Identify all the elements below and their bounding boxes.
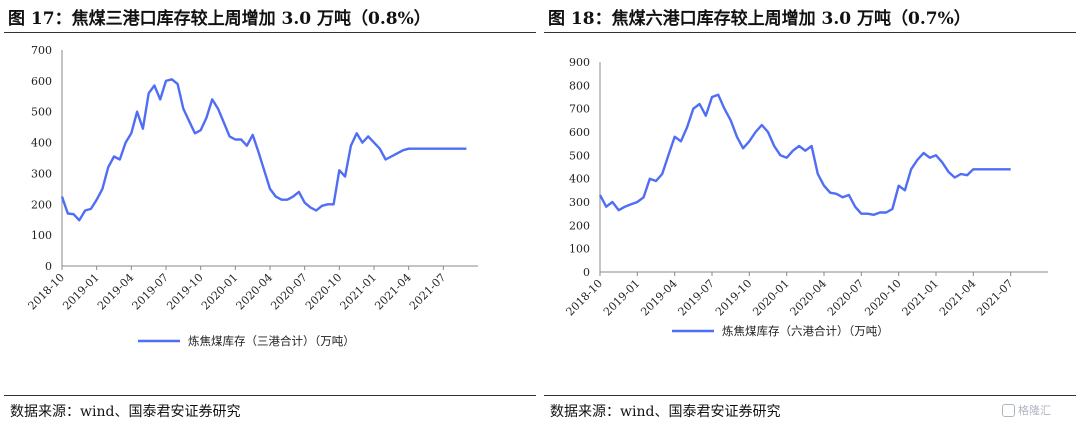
series-line-right (598, 93, 1011, 217)
title-divider-left (4, 32, 536, 33)
x-tick-label-left: 2021-07 (407, 271, 449, 313)
x-tick-label-right: 2020-01 (750, 277, 792, 319)
x-tick-label-left: 2018-10 (26, 271, 68, 313)
x-tick-label-left: 2019-07 (130, 271, 172, 313)
watermark: 格隆汇 (1002, 401, 1072, 419)
y-tick-label-left: 300 (31, 167, 52, 180)
x-tick-label-right: 2020-10 (862, 277, 904, 319)
x-tick-label-left: 2019-10 (164, 271, 206, 313)
y-tick-label-right: 800 (569, 79, 590, 92)
y-tick-label-right: 400 (569, 173, 590, 186)
y-tick-label-right: 100 (569, 243, 590, 256)
x-tick-label-left: 2020-07 (268, 271, 310, 313)
x-tick-label-left: 2020-04 (234, 271, 276, 313)
y-tick-label-right: 500 (569, 149, 590, 162)
legend-label-left: 炼焦煤库存（三港合计）（万吨） (188, 334, 355, 348)
y-tick-label-left: 500 (31, 106, 52, 119)
y-tick-label-right: 600 (569, 126, 590, 139)
x-tick-label-right: 2020-04 (788, 277, 830, 319)
watermark-text: 格隆汇 (1018, 404, 1051, 417)
title-divider-right (544, 32, 1076, 33)
chart-title-left: 图 17：焦煤三港口库存较上周增加 3.0 万吨（0.8%） (8, 9, 431, 29)
y-tick-label-left: 700 (31, 44, 52, 57)
x-tick-label-left: 2021-01 (338, 271, 380, 313)
x-tick-label-left: 2019-04 (95, 271, 137, 313)
source-divider-left (4, 395, 536, 396)
y-tick-label-left: 200 (31, 198, 52, 211)
y-tick-label-right: 0 (583, 266, 590, 279)
source-note-right: 数据来源：wind、国泰君安证券研究 (550, 404, 781, 420)
y-tick-label-left: 400 (31, 137, 52, 150)
chart-right: 01002003004005006007008009002018-102019-… (564, 56, 1048, 338)
series-line-left (60, 78, 467, 222)
chart-left: 01002003004005006007002018-102019-012019… (26, 44, 478, 348)
chart-title-right: 图 18：焦煤六港口库存较上周增加 3.0 万吨（0.7%） (548, 9, 971, 29)
y-tick-label-right: 200 (569, 219, 590, 232)
y-tick-label-right: 300 (569, 196, 590, 209)
watermark-logo-icon (1002, 403, 1015, 417)
x-tick-label-right: 2019-04 (638, 277, 680, 319)
y-tick-label-right: 700 (569, 103, 590, 116)
x-tick-label-right: 2021-01 (900, 277, 942, 319)
y-tick-label-left: 100 (31, 229, 52, 242)
source-note-left: 数据来源：wind、国泰君安证券研究 (10, 404, 241, 420)
chart-panel-right: 图 18：焦煤六港口库存较上周增加 3.0 万吨（0.7%） 0 100 200 30… (540, 0, 1080, 423)
x-tick-label-left: 2020-01 (199, 271, 241, 313)
x-tick-label-right: 2021-07 (974, 277, 1016, 319)
y-tick-label-left: 600 (31, 75, 52, 88)
x-tick-label-right: 2019-07 (676, 277, 718, 319)
x-tick-label-right: 2019-01 (601, 277, 643, 319)
x-tick-label-right: 2018-10 (564, 277, 606, 319)
source-divider-right (544, 395, 1076, 396)
x-tick-label-right: 2020-07 (825, 277, 867, 319)
y-tick-label-left: 0 (45, 260, 52, 273)
x-tick-label-right: 2021-04 (937, 277, 979, 319)
x-tick-label-right: 2019-10 (713, 277, 755, 319)
legend-label-right: 炼焦煤库存（六港合计）（万吨） (722, 324, 889, 338)
x-tick-label-left: 2020-10 (303, 271, 345, 313)
y-tick-label-right: 900 (569, 56, 590, 69)
chart-panel-left: 图 17：焦煤三港口库存较上周增加 3.0 万吨（0.8%） 0 100 200 30… (4, 9, 536, 420)
x-tick-label-left: 2019-01 (60, 271, 102, 313)
x-tick-label-left: 2021-04 (372, 271, 414, 313)
